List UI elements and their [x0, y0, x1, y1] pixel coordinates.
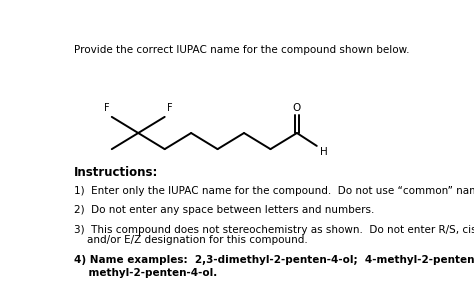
Text: Instructions:: Instructions:	[74, 166, 158, 179]
Text: H: H	[319, 147, 328, 157]
Text: O: O	[293, 103, 301, 113]
Text: 1)  Enter only the IUPAC name for the compound.  Do not use “common” names.: 1) Enter only the IUPAC name for the com…	[74, 186, 474, 196]
Text: methyl-2-penten-4-ol.: methyl-2-penten-4-ol.	[74, 268, 217, 278]
Text: 4) Name examples:  2,3-dimethyl-2-penten-4-ol;  4-methyl-2-penten-4-ol;  (E)-4-: 4) Name examples: 2,3-dimethyl-2-penten-…	[74, 255, 474, 265]
Text: Provide the correct IUPAC name for the compound shown below.: Provide the correct IUPAC name for the c…	[74, 45, 410, 55]
Text: F: F	[104, 103, 110, 113]
Text: and/or E/Z designation for this compound.: and/or E/Z designation for this compound…	[74, 235, 308, 245]
Text: F: F	[166, 103, 172, 113]
Text: 2)  Do not enter any space between letters and numbers.: 2) Do not enter any space between letter…	[74, 205, 374, 215]
Text: 3)  This compound does not stereochemistry as shown.  Do not enter R/S, cis/tran: 3) This compound does not stereochemistr…	[74, 225, 474, 235]
